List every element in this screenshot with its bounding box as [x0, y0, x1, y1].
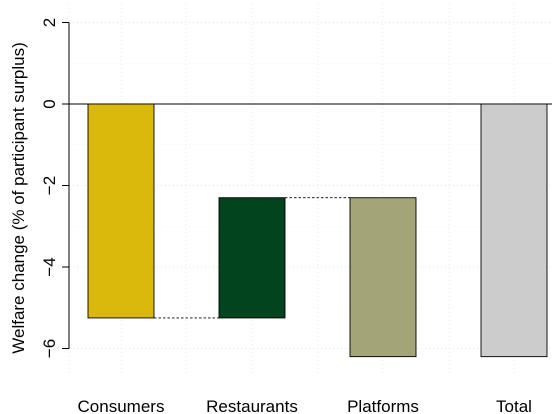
x-tick-label-total: Total	[496, 397, 532, 414]
connector-layer	[154, 197, 350, 319]
y-tick-label: −2	[40, 176, 59, 195]
x-tick-label-platforms: Platforms	[347, 397, 419, 414]
y-tick-label: 0	[40, 99, 59, 108]
x-tick-label-consumers: Consumers	[78, 397, 165, 414]
bar-total	[480, 103, 548, 358]
x-tick-labels: Consumers Restaurants Platforms Total	[78, 397, 532, 414]
y-axis-title: Welfare change (% of participant surplus…	[9, 42, 28, 354]
y-tick-label: 2	[40, 18, 59, 27]
x-tick-label-restaurants: Restaurants	[206, 397, 298, 414]
bar-consumers	[87, 103, 155, 319]
bar-platforms	[349, 197, 417, 358]
y-tick-label: −4	[40, 257, 59, 276]
y-tick-label: −6	[40, 339, 59, 358]
bar-restaurants	[218, 197, 286, 319]
y-axis: 2 0 −2 −4 −6	[40, 18, 70, 358]
bar-layer	[87, 103, 548, 358]
